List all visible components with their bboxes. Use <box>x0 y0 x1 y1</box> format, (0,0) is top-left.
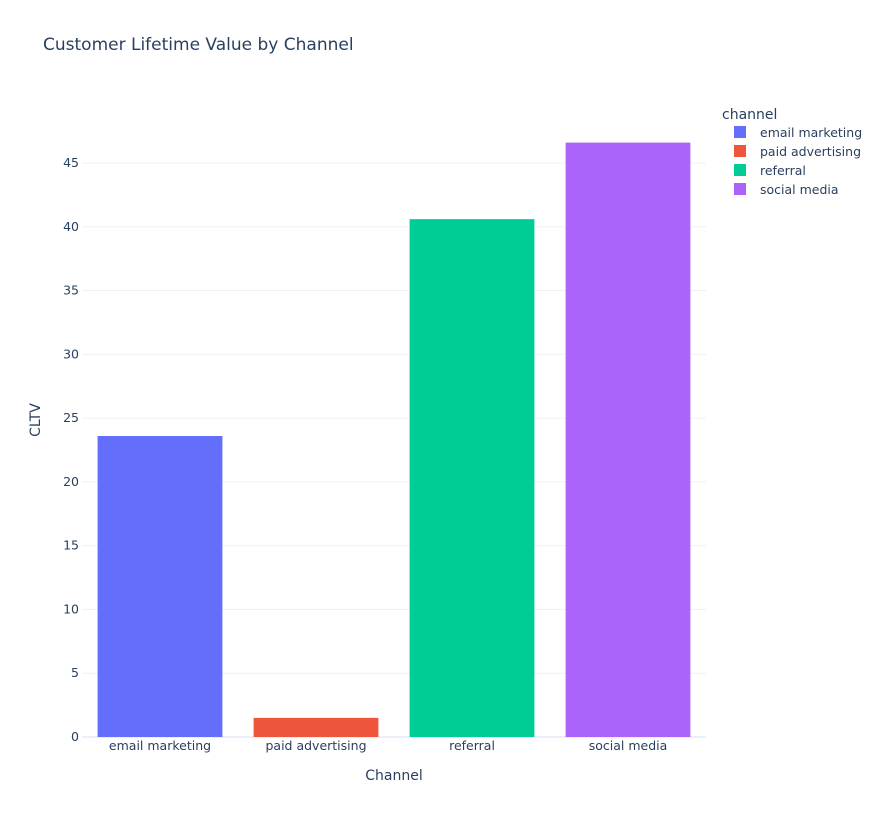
legend[interactable]: channel email marketing paid advertising r… <box>722 107 862 197</box>
legend-item-label[interactable]: referral <box>760 163 806 178</box>
legend-swatch[interactable] <box>734 126 746 138</box>
bars <box>97 142 691 738</box>
y-tick-label: 15 <box>63 538 79 553</box>
x-tick-label: paid advertising <box>265 738 366 753</box>
y-tick-label: 20 <box>63 474 79 489</box>
y-tick-label: 45 <box>63 155 79 170</box>
y-tick-label: 10 <box>63 601 79 616</box>
bar-paid-advertising[interactable] <box>253 717 379 737</box>
y-axis-title: CLTV <box>28 403 44 437</box>
legend-item-label[interactable]: paid advertising <box>760 144 861 159</box>
x-axis-ticks: email marketing paid advertising referral s… <box>109 738 667 753</box>
bar-referral[interactable] <box>409 219 535 738</box>
y-tick-label: 30 <box>63 346 79 361</box>
legend-item-label[interactable]: email marketing <box>760 125 862 140</box>
bar-email-marketing[interactable] <box>97 435 223 737</box>
x-axis-title: Channel <box>365 768 422 784</box>
y-axis-ticks: 0 5 10 15 20 25 30 35 40 45 <box>63 155 79 744</box>
legend-item-label[interactable]: social media <box>760 182 839 197</box>
legend-title: channel <box>722 107 777 123</box>
y-tick-label: 35 <box>63 283 79 298</box>
y-tick-label: 25 <box>63 410 79 425</box>
legend-swatch[interactable] <box>734 164 746 176</box>
legend-swatch[interactable] <box>734 145 746 157</box>
y-tick-label: 5 <box>71 665 79 680</box>
x-tick-label: referral <box>449 738 495 753</box>
legend-swatch[interactable] <box>734 183 746 195</box>
chart-title: Customer Lifetime Value by Channel <box>43 35 354 55</box>
x-tick-label: email marketing <box>109 738 211 753</box>
x-tick-label: social media <box>589 738 668 753</box>
bar-social-media[interactable] <box>565 142 691 737</box>
y-tick-label: 0 <box>71 729 79 744</box>
y-tick-label: 40 <box>63 219 79 234</box>
